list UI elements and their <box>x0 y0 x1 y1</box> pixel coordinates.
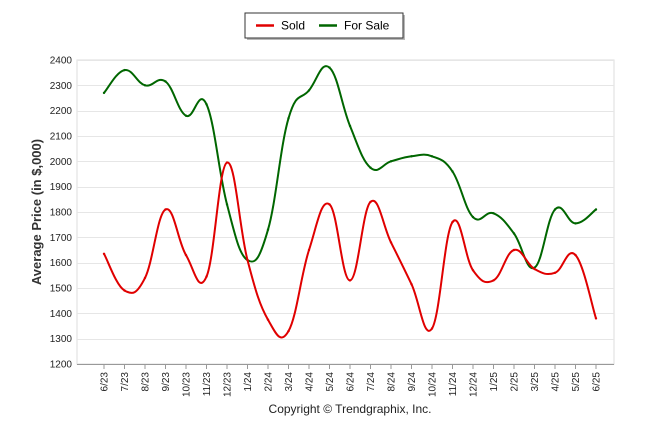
x-tick-label: 9/24 <box>407 372 418 392</box>
data-point-sold <box>164 208 167 211</box>
data-point-sold <box>246 258 249 262</box>
data-point-sold <box>184 253 188 257</box>
data-point-sold <box>389 241 393 244</box>
data-point-sold <box>369 200 372 204</box>
data-point-for-sale <box>471 215 475 219</box>
x-tick-label: 6/23 <box>100 372 111 392</box>
y-tick-label: 1600 <box>50 258 73 269</box>
y-tick-label: 1800 <box>50 208 73 219</box>
data-point-for-sale <box>553 208 557 211</box>
data-point-for-sale <box>389 160 393 163</box>
legend: Sold For Sale <box>244 12 405 40</box>
x-tick-label: 2/24 <box>264 372 275 392</box>
data-point-for-sale <box>512 232 516 235</box>
x-tick-label: 5/24 <box>325 372 336 392</box>
data-point-sold <box>328 203 331 206</box>
series-line-sold <box>103 161 597 339</box>
data-point-sold <box>574 253 577 257</box>
data-point-sold <box>533 267 536 271</box>
y-tick-label: 1700 <box>50 233 73 244</box>
data-point-sold <box>471 269 475 272</box>
y-tick-label: 1500 <box>50 284 73 295</box>
data-point-sold <box>225 161 229 164</box>
data-point-for-sale <box>225 203 229 206</box>
data-point-sold <box>492 279 495 282</box>
data-point-for-sale <box>287 117 290 120</box>
data-point-for-sale <box>102 91 106 95</box>
y-tick-label: 2200 <box>50 106 73 117</box>
data-point-for-sale <box>143 84 147 87</box>
x-tick-label: 9/23 <box>161 372 172 392</box>
data-point-for-sale <box>123 68 126 72</box>
data-point-sold <box>430 327 434 330</box>
x-tick-label: 8/23 <box>141 372 152 392</box>
y-tick-label: 2000 <box>50 157 73 168</box>
data-point-for-sale <box>348 124 352 128</box>
y-tick-label: 2100 <box>50 132 73 143</box>
data-point-for-sale <box>205 103 208 106</box>
x-tick-label: 12/23 <box>223 372 234 397</box>
data-point-sold <box>307 248 311 252</box>
x-tick-label: 11/23 <box>202 372 213 397</box>
data-point-sold <box>553 271 557 274</box>
data-point-for-sale <box>430 155 434 158</box>
data-point-for-sale <box>594 208 598 211</box>
data-point-sold <box>410 283 413 286</box>
x-tick-label: 4/25 <box>551 372 562 392</box>
data-point-for-sale <box>266 228 270 231</box>
x-tick-label: 11/24 <box>448 372 459 397</box>
data-point-for-sale <box>164 80 167 83</box>
x-tick-label: 3/24 <box>284 372 295 392</box>
grid <box>76 59 615 365</box>
x-tick-label: 10/24 <box>428 372 439 397</box>
y-tick-label: 2400 <box>50 56 73 67</box>
x-tick-label: 8/24 <box>387 372 398 392</box>
x-tick-label: 12/24 <box>469 372 480 397</box>
x-tick-label: 10/23 <box>182 372 193 397</box>
data-point-sold <box>451 220 454 224</box>
data-point-sold <box>123 289 126 292</box>
x-tick-label: 6/25 <box>592 372 603 392</box>
x-tick-label: 1/24 <box>243 372 254 392</box>
x-tick-label: 1/25 <box>489 372 500 392</box>
legend-label-for-sale: For Sale <box>344 19 390 33</box>
data-point-for-sale <box>369 166 372 169</box>
x-tick-label: 2/25 <box>510 372 521 392</box>
y-tick-label: 1400 <box>50 309 73 320</box>
data-point-sold <box>205 275 208 278</box>
x-tick-label: 7/23 <box>120 372 131 392</box>
y-tick-label: 2300 <box>50 81 73 92</box>
data-point-sold <box>512 248 516 252</box>
y-axis-title: Average Price (in $,000) <box>29 139 44 285</box>
data-point-sold <box>102 252 106 255</box>
x-tick-label: 4/24 <box>305 372 316 392</box>
data-point-sold <box>594 317 598 320</box>
data-point-for-sale <box>184 114 188 117</box>
data-point-sold <box>287 329 290 333</box>
x-tick-label: 5/25 <box>571 372 582 392</box>
y-tick-label: 1900 <box>50 182 73 193</box>
data-point-for-sale <box>328 66 331 69</box>
data-point-for-sale <box>410 155 413 158</box>
axes: 1200 1300 1400 1500 1600 1700 1800 1900 2000 2100… <box>50 56 614 397</box>
data-point-for-sale <box>307 89 311 92</box>
copyright-text: Copyright © Trendgraphix, Inc. <box>269 402 432 416</box>
x-tick-label: 3/25 <box>530 372 541 392</box>
data-point-sold <box>143 276 147 280</box>
x-tick-label: 7/24 <box>366 372 377 392</box>
x-tick-label: 6/24 <box>346 372 357 392</box>
legend-label-sold: Sold <box>281 19 305 33</box>
data-point-for-sale <box>492 212 495 215</box>
data-point-sold <box>266 318 270 321</box>
data-point-for-sale <box>574 222 577 225</box>
data-point-for-sale <box>451 170 454 173</box>
data-point-sold <box>348 279 352 282</box>
series-layer <box>102 65 598 339</box>
y-tick-label: 1200 <box>50 360 73 371</box>
y-tick-label: 1300 <box>50 334 73 345</box>
